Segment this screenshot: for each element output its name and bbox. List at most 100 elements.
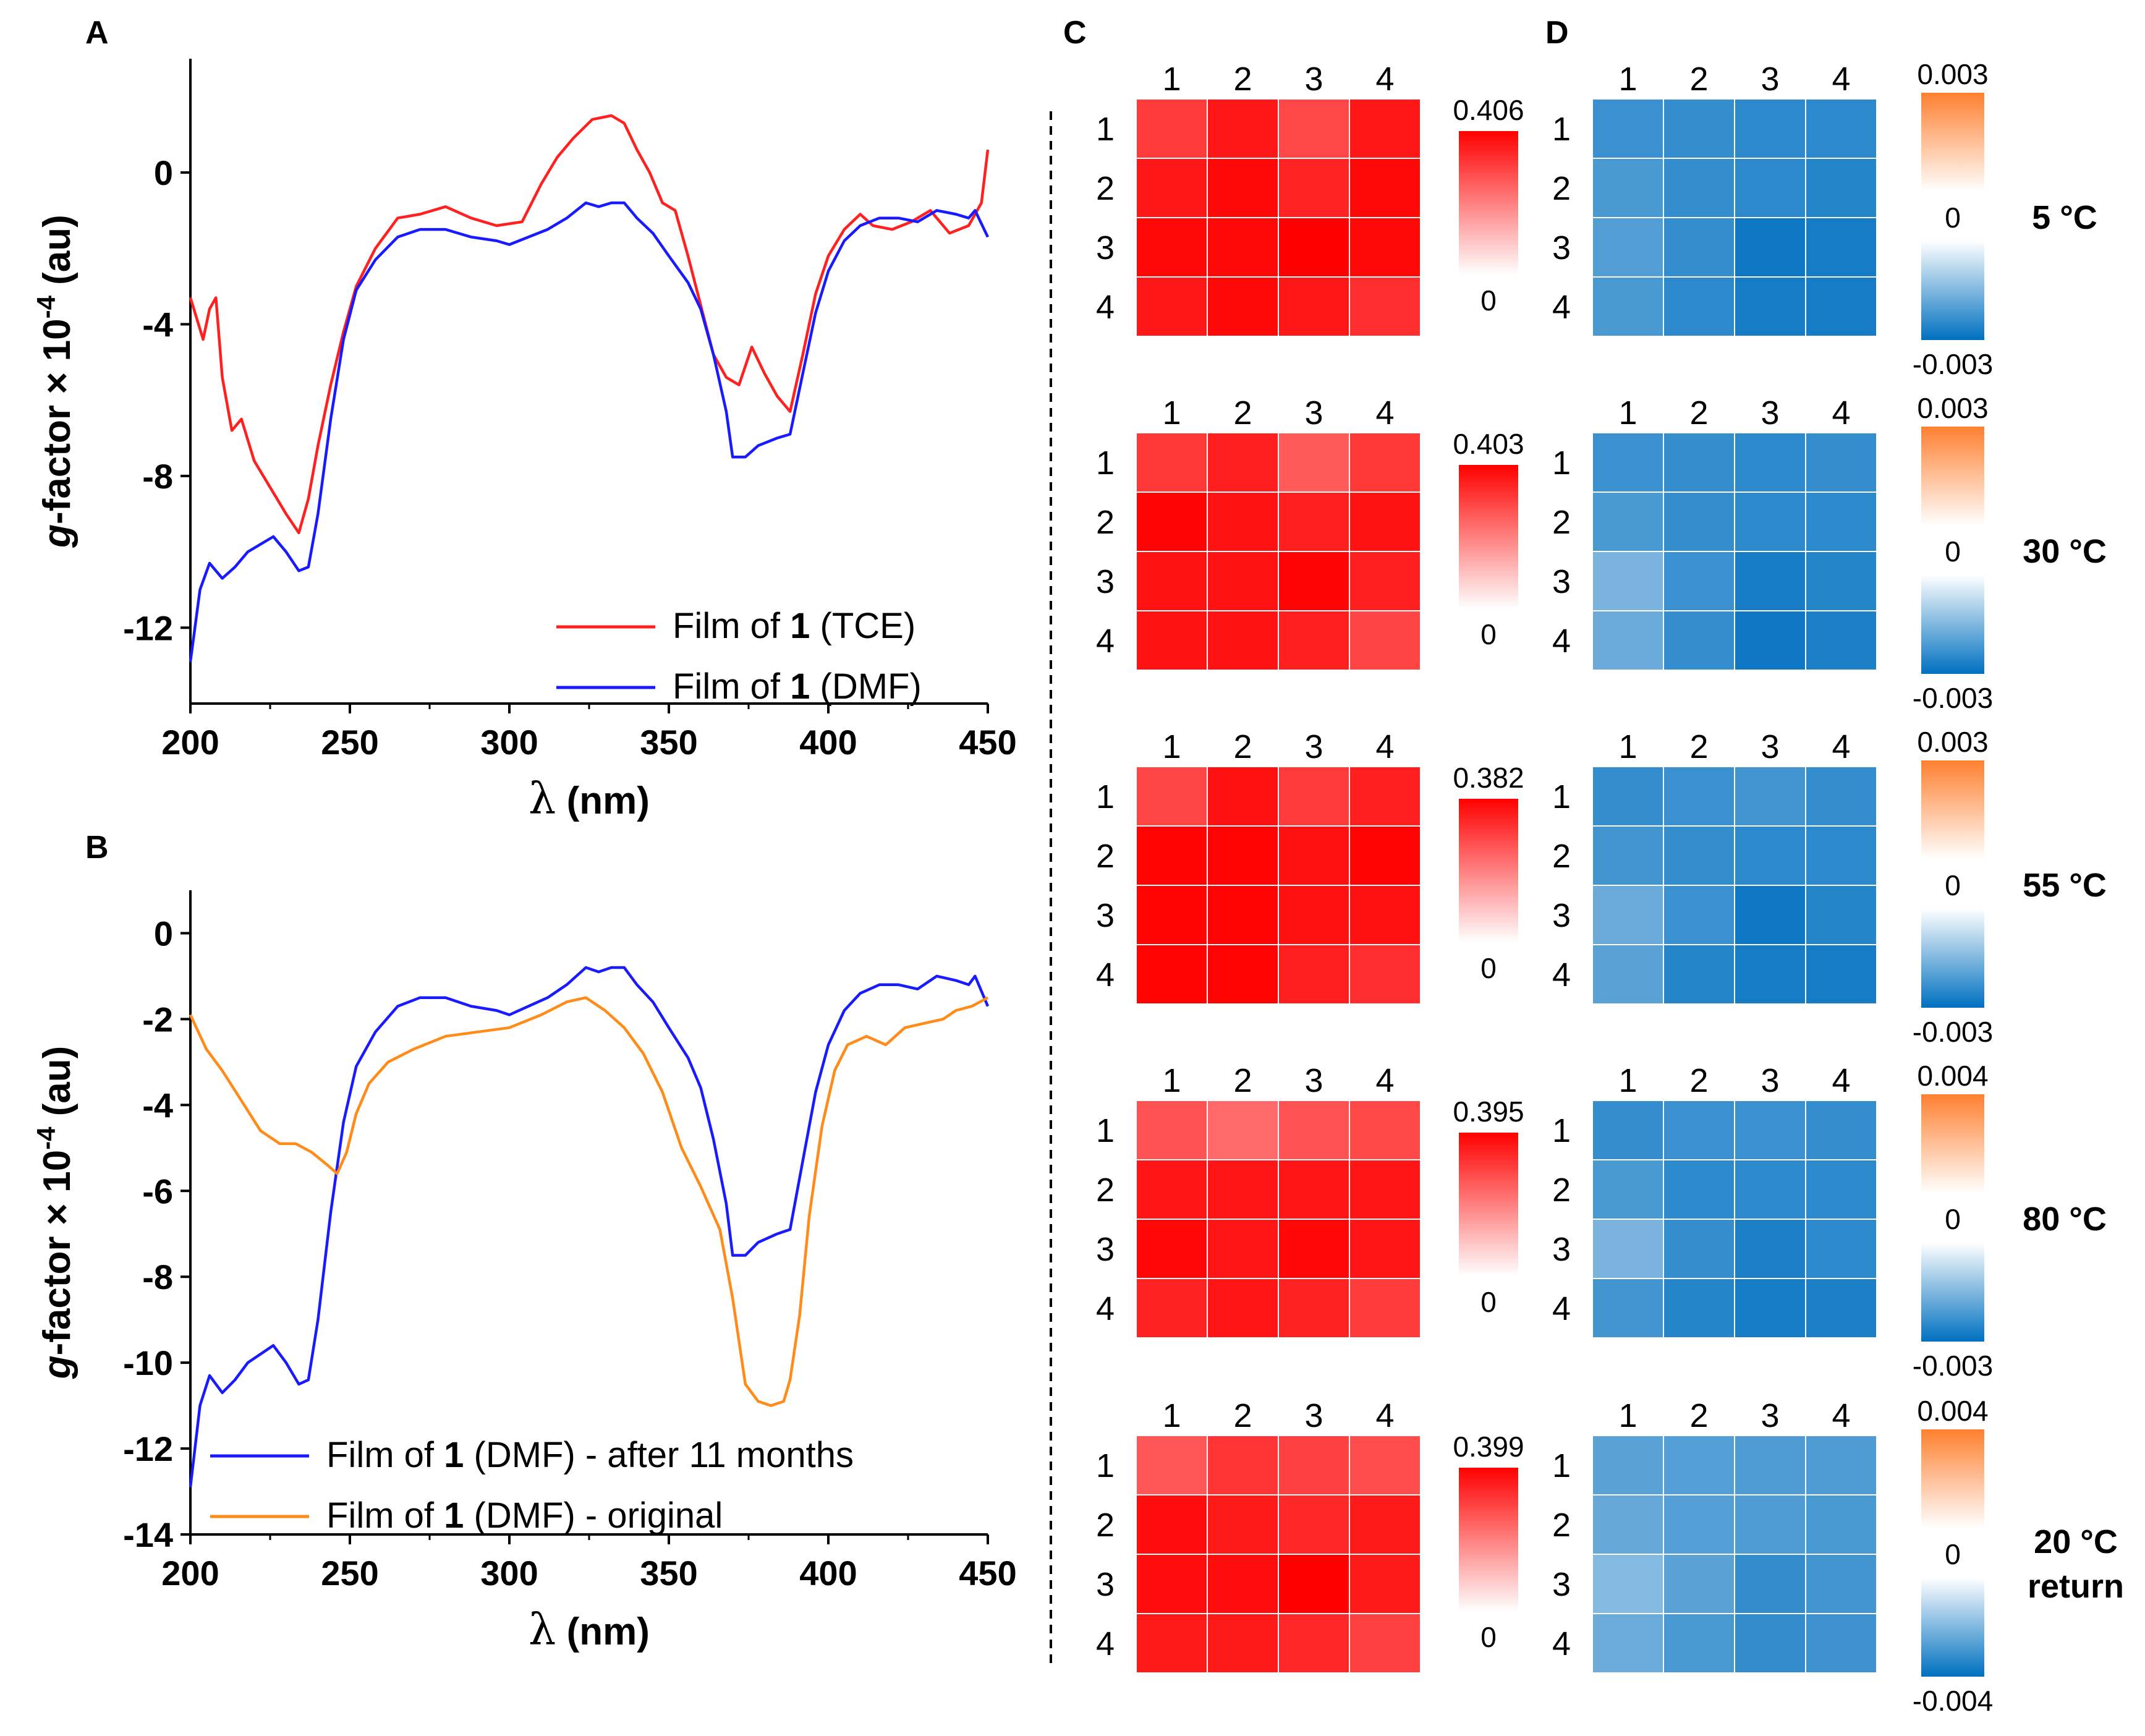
chart-a-x-tick-label: 250 — [321, 723, 378, 762]
heatmap-d-2-colorbar: 0.003 0 -0.003 — [1913, 392, 1993, 714]
chart-b-x-tick-label: 350 — [640, 1554, 697, 1593]
heatmap-d-4-cell — [1592, 1219, 1664, 1279]
heatmap-d-3-cell — [1734, 885, 1806, 945]
heatmap-c-5-cell — [1278, 1613, 1350, 1674]
heatmap-c-1-cell — [1349, 98, 1421, 159]
heatmap-d-2-col-label: 3 — [1761, 394, 1779, 432]
heatmap-d-3-cell — [1734, 944, 1806, 1005]
heatmap-d-5-cell — [1734, 1554, 1806, 1614]
heatmap-d-4-col-label: 3 — [1761, 1062, 1779, 1099]
heatmap-d-3-col-label: 3 — [1761, 728, 1779, 765]
chart-b-y-tick-label: -6 — [142, 1172, 173, 1211]
heatmap-c-3-col-label: 1 — [1162, 728, 1181, 765]
heatmap-d-1-colorbar-max: 0.003 — [1917, 58, 1988, 90]
heatmap-c-1-cell — [1136, 217, 1208, 278]
heatmap-c-2-cell — [1136, 491, 1208, 552]
heatmap-d-4-cell — [1805, 1100, 1877, 1160]
temperature-label: 55 °C — [2023, 867, 2107, 904]
heatmap-c-1-cell — [1207, 158, 1279, 218]
temperature-label: 20 °C — [2034, 1523, 2118, 1560]
heatmap-d-1-row-label: 1 — [1552, 111, 1571, 148]
chart-b-x-tick-label: 300 — [480, 1554, 538, 1593]
heatmap-d-1-cell — [1592, 98, 1664, 159]
heatmap-c-5-cell — [1136, 1613, 1208, 1674]
heatmap-d-5-cell — [1805, 1494, 1877, 1555]
chart-b-series-line — [189, 996, 989, 1407]
heatmap-c-1-cell — [1207, 217, 1279, 278]
heatmap-c-4-row-label: 4 — [1096, 1290, 1115, 1327]
heatmap-d-3-cell — [1592, 766, 1664, 827]
heatmap-c-2-col-label: 3 — [1304, 394, 1323, 432]
chart-b-legend-label: Film of 1 (DMF) - after 11 months — [326, 1435, 854, 1475]
heatmap-c-4-col-label: 2 — [1233, 1062, 1252, 1099]
heatmap-c-3-col-label: 2 — [1233, 728, 1252, 765]
heatmap-d-3-cell — [1734, 766, 1806, 827]
heatmap-c-2-cell — [1278, 491, 1350, 552]
heatmap-d-1-cell — [1805, 158, 1877, 218]
heatmap-d-5-cell — [1663, 1494, 1735, 1555]
heatmap-d-5-col-label: 3 — [1761, 1397, 1779, 1434]
heatmap-c-4-colorbar-max: 0.395 — [1453, 1096, 1524, 1128]
heatmap-c-3-colorbar: 0.382 0 — [1453, 762, 1524, 984]
heatmap-d-3-colorbar-min: -0.003 — [1913, 1016, 1993, 1048]
heatmap-d-5-row-label: 4 — [1552, 1625, 1571, 1662]
heatmap-d-5-cell — [1663, 1435, 1735, 1496]
chart-a-y-tick-label: -4 — [142, 305, 173, 344]
heatmap-c-3-row-label: 2 — [1096, 838, 1115, 875]
heatmap-c-1-cell — [1278, 158, 1350, 218]
heatmap-c-2-cell — [1207, 610, 1279, 671]
heatmap-c-1-col-label: 4 — [1375, 61, 1394, 98]
heatmap-c-4-col-label: 4 — [1375, 1062, 1394, 1099]
heatmap-d-3-colorbar-gradient — [1921, 760, 1984, 1008]
heatmap-d-5-colorbar: 0.004 0 -0.004 — [1913, 1395, 1993, 1717]
heatmap-c-5-colorbar: 0.399 0 — [1453, 1431, 1524, 1653]
heatmap-c-3-cell — [1207, 766, 1279, 827]
heatmap-d-5-row-label: 1 — [1552, 1447, 1571, 1484]
heatmap-c-5-cell — [1207, 1613, 1279, 1674]
heatmap-c-3-cell — [1136, 944, 1208, 1005]
heatmap-d-1-col-label: 1 — [1618, 61, 1637, 98]
heatmap-c-3-cell — [1349, 885, 1421, 945]
chart-b-y-tick-label: -10 — [123, 1343, 173, 1382]
heatmap-d-3-col-label: 1 — [1618, 728, 1637, 765]
chart-b-x-title: λ (nm) — [529, 1604, 650, 1655]
chart-a-y-title: g-factor × 10-4 (au) — [32, 215, 79, 548]
heatmap-c-5-col-label: 3 — [1304, 1397, 1323, 1434]
heatmap-d-4-col-label: 4 — [1832, 1062, 1850, 1099]
heatmap-d-4-cell — [1734, 1100, 1806, 1160]
heatmap-d-5-col-label: 2 — [1689, 1397, 1708, 1434]
heatmap-d-1-cell — [1663, 217, 1735, 278]
heatmap-d-3-row-label: 2 — [1552, 838, 1571, 875]
heatmap-d-2-cell — [1805, 610, 1877, 671]
heatmap-d-1-colorbar-mid: 0 — [1945, 202, 1961, 234]
heatmap-d-4-row-label: 4 — [1552, 1290, 1571, 1327]
heatmap-c-3-cell — [1136, 825, 1208, 886]
heatmap-c-4-colorbar-gradient — [1459, 1133, 1518, 1276]
heatmap-c-2-colorbar-max: 0.403 — [1453, 428, 1524, 460]
heatmap-c-2-col-label: 2 — [1233, 394, 1252, 432]
heatmap-d-1-col-label: 4 — [1832, 61, 1850, 98]
heatmap-c-5-heatmap: 1 2 3 4 1 2 3 4 — [1096, 1397, 1421, 1674]
heatmap-c-2-cell — [1207, 551, 1279, 611]
heatmap-c-1-colorbar-gradient — [1459, 131, 1518, 274]
heatmap-d-3-heatmap: 1 2 3 4 1 2 3 4 — [1552, 728, 1877, 1005]
heatmap-d-3-row-label: 1 — [1552, 778, 1571, 815]
heatmap-d-1-col-label: 3 — [1761, 61, 1779, 98]
heatmap-c-4-cell — [1136, 1159, 1208, 1220]
heatmap-d-1-cell — [1663, 276, 1735, 337]
heatmap-c-3-cell — [1207, 825, 1279, 886]
heatmap-c-2-row-label: 2 — [1096, 504, 1115, 541]
heatmap-d-1-cell — [1734, 158, 1806, 218]
heatmap-d-2-col-label: 2 — [1689, 394, 1708, 432]
chart-a-x-title: λ (nm) — [529, 773, 650, 824]
heatmap-c-1-heatmap: 1 2 3 4 1 2 3 4 — [1096, 61, 1421, 337]
heatmap-d-3-cell — [1592, 825, 1664, 886]
heatmap-c-2-cell — [1136, 551, 1208, 611]
heatmap-d-5-colorbar-min: -0.004 — [1913, 1685, 1993, 1717]
heatmap-c-5-cell — [1207, 1494, 1279, 1555]
heatmap-d-3-cell — [1734, 825, 1806, 886]
heatmap-d-4-row-label: 3 — [1552, 1231, 1571, 1268]
heatmap-c-1-cell — [1136, 276, 1208, 337]
heatmap-c-3-colorbar-gradient — [1459, 799, 1518, 942]
